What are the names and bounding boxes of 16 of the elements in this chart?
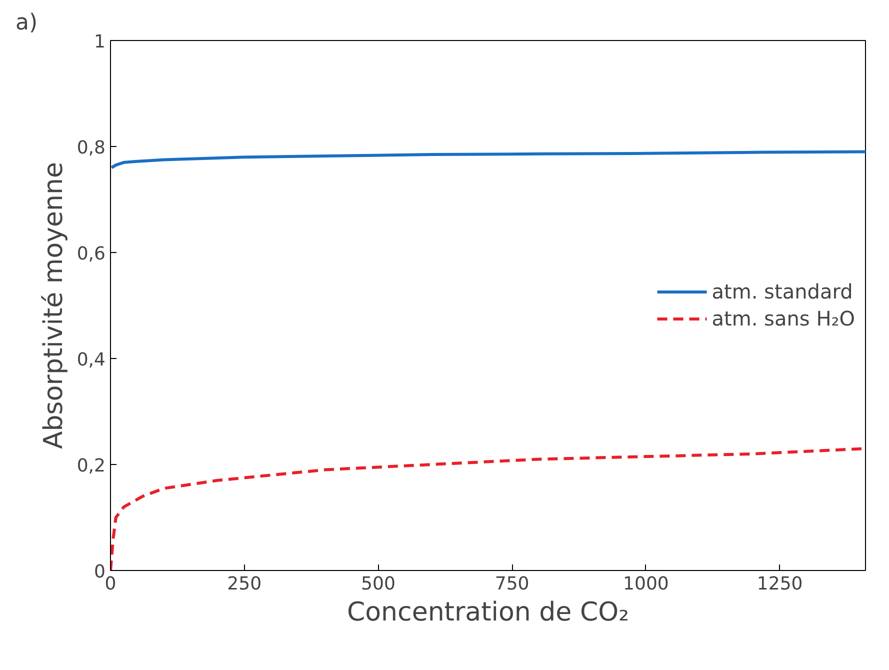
y-tick-label: 0,2 xyxy=(76,456,106,476)
y-axis-title: Absorptivité moyenne xyxy=(38,162,69,449)
text: a) xyxy=(16,10,38,36)
x-tick-label: 750 xyxy=(494,574,530,594)
x-tick-label: 250 xyxy=(227,574,262,594)
y-tick-label: 1 xyxy=(94,32,106,52)
legend-label: atm. standard xyxy=(712,280,853,304)
y-tick-label: 0,6 xyxy=(76,244,106,264)
x-tick-label: 500 xyxy=(361,574,396,594)
y-tick-label: 0,4 xyxy=(76,350,106,370)
x-tick-label: 1250 xyxy=(756,574,803,594)
y-tick-label: 0,8 xyxy=(76,138,106,158)
x-tick-label: 1000 xyxy=(623,574,669,594)
line-series xyxy=(110,150,866,170)
x-axis-title: Concentration de CO₂ xyxy=(347,598,630,628)
legend-label: atm. sans H₂O xyxy=(712,306,855,330)
